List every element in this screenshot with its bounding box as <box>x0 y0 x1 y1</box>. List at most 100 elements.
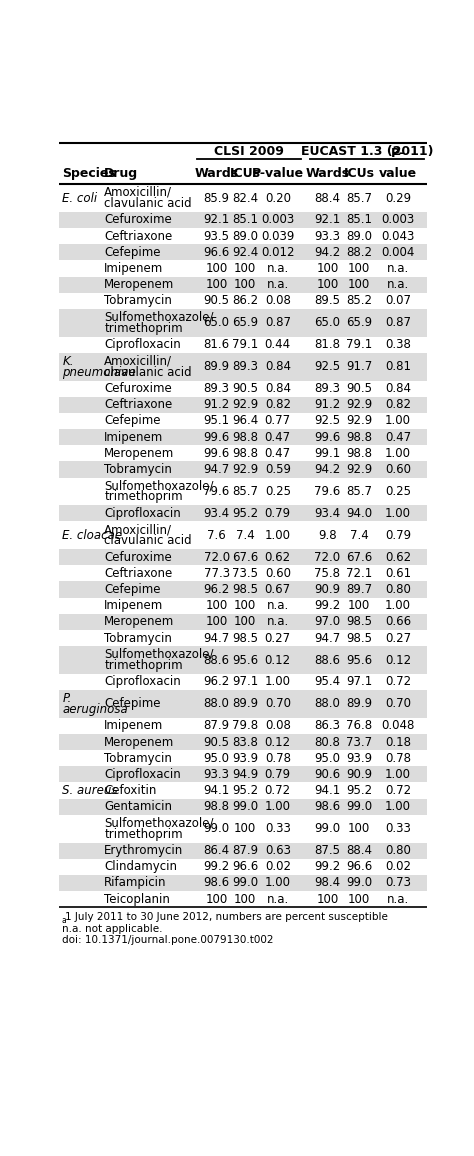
Text: 95.4: 95.4 <box>314 675 340 689</box>
Text: 98.6: 98.6 <box>314 800 340 813</box>
Text: 9.8: 9.8 <box>318 528 337 542</box>
Text: Cefuroxime: Cefuroxime <box>104 550 172 564</box>
Text: 93.9: 93.9 <box>232 751 258 764</box>
Text: 90.5: 90.5 <box>232 383 258 395</box>
Text: 89.9: 89.9 <box>203 361 229 373</box>
Text: 0.84: 0.84 <box>265 383 291 395</box>
Text: 0.79: 0.79 <box>265 506 291 520</box>
Text: 0.79: 0.79 <box>265 768 291 780</box>
Text: 94.7: 94.7 <box>314 631 340 645</box>
Text: 85.1: 85.1 <box>232 214 258 227</box>
Text: ICUs: ICUs <box>344 166 374 180</box>
Text: Ciprofloxacin: Ciprofloxacin <box>104 339 181 351</box>
Bar <box>59 429 427 445</box>
Text: 0.87: 0.87 <box>265 317 291 329</box>
Text: 99.0: 99.0 <box>346 876 372 889</box>
Text: 0.62: 0.62 <box>265 550 291 564</box>
Text: 72.1: 72.1 <box>346 566 372 580</box>
Text: P-: P- <box>391 147 405 160</box>
Text: 92.1: 92.1 <box>203 214 230 227</box>
Text: 99.1: 99.1 <box>314 446 340 460</box>
Text: 7.4: 7.4 <box>350 528 369 542</box>
Text: Ceftriaxone: Ceftriaxone <box>104 399 173 412</box>
Text: 95.2: 95.2 <box>232 506 258 520</box>
Text: 7.6: 7.6 <box>207 528 226 542</box>
Text: 95.2: 95.2 <box>232 784 258 796</box>
Text: 85.7: 85.7 <box>346 484 372 498</box>
Text: Imipenem: Imipenem <box>104 430 164 444</box>
Bar <box>59 799 427 815</box>
Text: 90.9: 90.9 <box>314 583 340 596</box>
Text: 85.2: 85.2 <box>346 295 372 307</box>
Text: Meropenem: Meropenem <box>104 615 174 629</box>
Text: 98.4: 98.4 <box>314 876 340 889</box>
Text: 97.1: 97.1 <box>346 675 372 689</box>
Text: 96.2: 96.2 <box>203 675 230 689</box>
Text: 0.25: 0.25 <box>265 484 291 498</box>
Text: 99.2: 99.2 <box>314 599 340 613</box>
Text: 86.2: 86.2 <box>232 295 258 307</box>
Text: n.a. not applicable.: n.a. not applicable. <box>63 924 163 934</box>
Bar <box>59 690 427 718</box>
Text: 98.5: 98.5 <box>346 615 372 629</box>
Text: Ceftriaxone: Ceftriaxone <box>104 230 173 243</box>
Text: 87.5: 87.5 <box>314 844 340 857</box>
Text: 0.07: 0.07 <box>385 295 411 307</box>
Text: Cefuroxime: Cefuroxime <box>104 383 172 395</box>
Bar <box>59 843 427 859</box>
Text: 73.5: 73.5 <box>232 566 258 580</box>
Text: Ciprofloxacin: Ciprofloxacin <box>104 675 181 689</box>
Text: 99.0: 99.0 <box>232 876 258 889</box>
Text: ICUs: ICUs <box>230 166 261 180</box>
Text: CLSI 2009: CLSI 2009 <box>214 146 284 158</box>
Text: 100: 100 <box>316 892 338 905</box>
Text: Imipenem: Imipenem <box>104 599 164 613</box>
Text: 94.0: 94.0 <box>346 506 372 520</box>
Text: S. aureus: S. aureus <box>63 784 118 796</box>
Text: clavulanic acid: clavulanic acid <box>104 365 192 379</box>
Text: 95.6: 95.6 <box>346 653 372 667</box>
Bar <box>59 614 427 630</box>
Text: 0.47: 0.47 <box>265 430 291 444</box>
Text: 83.8: 83.8 <box>232 735 258 749</box>
Text: Tobramycin: Tobramycin <box>104 631 172 645</box>
Text: 0.87: 0.87 <box>385 317 411 329</box>
Text: Drug: Drug <box>104 166 138 180</box>
Text: Cefoxitin: Cefoxitin <box>104 784 156 796</box>
Text: 0.84: 0.84 <box>265 361 291 373</box>
Text: 0.60: 0.60 <box>265 566 291 580</box>
Text: 85.7: 85.7 <box>346 192 372 205</box>
Text: 99.0: 99.0 <box>314 822 340 835</box>
Bar <box>59 646 427 674</box>
Text: 98.8: 98.8 <box>203 800 229 813</box>
Text: 99.6: 99.6 <box>314 430 340 444</box>
Text: 0.70: 0.70 <box>385 697 411 711</box>
Text: 0.47: 0.47 <box>265 446 291 460</box>
Text: 0.29: 0.29 <box>385 192 411 205</box>
Text: 98.5: 98.5 <box>232 631 258 645</box>
Text: 92.5: 92.5 <box>314 414 340 428</box>
Text: 0.72: 0.72 <box>385 675 411 689</box>
Text: 94.1: 94.1 <box>203 784 230 796</box>
Text: 88.0: 88.0 <box>204 697 229 711</box>
Text: pneumoniae: pneumoniae <box>63 365 136 379</box>
Text: Meropenem: Meropenem <box>104 735 174 749</box>
Text: 1.00: 1.00 <box>385 599 411 613</box>
Text: 100: 100 <box>205 892 228 905</box>
Text: Tobramycin: Tobramycin <box>104 751 172 764</box>
Text: 1.00: 1.00 <box>265 800 291 813</box>
Text: 94.9: 94.9 <box>232 768 258 780</box>
Text: 0.12: 0.12 <box>265 735 291 749</box>
Text: 79.8: 79.8 <box>232 719 258 733</box>
Text: 94.7: 94.7 <box>203 462 230 476</box>
Text: 100: 100 <box>205 615 228 629</box>
Text: 85.9: 85.9 <box>203 192 229 205</box>
Text: trimethoprim: trimethoprim <box>104 659 183 672</box>
Text: clavulanic acid: clavulanic acid <box>104 534 192 547</box>
Text: Tobramycin: Tobramycin <box>104 462 172 476</box>
Text: 86.4: 86.4 <box>203 844 229 857</box>
Text: 76.8: 76.8 <box>346 719 372 733</box>
Text: 93.9: 93.9 <box>346 751 372 764</box>
Text: 0.63: 0.63 <box>265 844 291 857</box>
Text: 100: 100 <box>234 599 256 613</box>
